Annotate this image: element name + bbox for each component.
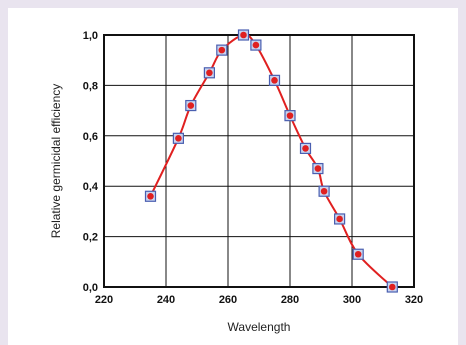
data-point-dot — [389, 283, 396, 291]
data-point — [386, 281, 398, 293]
data-point-dot — [206, 69, 213, 77]
chart-panel: 220 240 260 280 300 320 0,0 0,2 0,4 0,6 0,8 1,0 Wa… — [8, 8, 458, 345]
data-point — [216, 44, 228, 56]
data-point — [203, 67, 215, 79]
x-tick-label: 280 — [281, 294, 299, 306]
y-axis-label: Relative germicidal efficiency — [49, 84, 63, 239]
data-point-dot — [320, 187, 328, 195]
y-tick-label: 0,4 — [83, 181, 99, 193]
data-point — [334, 213, 346, 225]
data-point-dot — [187, 102, 195, 109]
data-point-dot — [175, 135, 182, 142]
chart: 220 240 260 280 300 320 0,0 0,2 0,4 0,6 0,8 1,0 Wa… — [49, 29, 423, 334]
x-tick-label: 220 — [95, 294, 113, 306]
data-point-dot — [240, 31, 247, 39]
data-point — [299, 142, 312, 154]
data-point — [185, 99, 197, 112]
x-axis-label: Wavelength — [228, 320, 291, 334]
data-point — [172, 132, 184, 144]
data-point-dot — [302, 145, 309, 152]
data-points — [144, 29, 398, 293]
y-tick-label: 0,6 — [83, 131, 98, 143]
data-point — [144, 190, 157, 202]
x-tick-labels: 220 240 260 280 300 320 — [95, 294, 423, 306]
data-point-dot — [147, 192, 154, 200]
data-point — [312, 162, 324, 175]
data-point — [318, 185, 330, 197]
data-point — [237, 29, 250, 41]
data-point — [250, 39, 262, 51]
data-point-dot — [218, 46, 226, 54]
y-tick-label: 0,2 — [83, 232, 98, 244]
x-tick-label: 300 — [343, 294, 361, 306]
x-tick-label: 260 — [219, 294, 237, 306]
y-tick-labels: 0,0 0,2 0,4 0,6 0,8 1,0 — [83, 30, 99, 294]
y-tick-label: 1,0 — [83, 30, 98, 42]
data-point — [352, 248, 364, 260]
data-point-dot — [252, 41, 260, 49]
y-tick-label: 0,0 — [83, 282, 98, 294]
data-point — [268, 74, 281, 86]
x-tick-label: 320 — [405, 294, 423, 306]
y-tick-label: 0,8 — [83, 80, 98, 92]
data-point-dot — [336, 215, 343, 223]
plot-frame — [103, 34, 415, 288]
data-point-dot — [314, 165, 322, 172]
data-point-dot — [354, 250, 362, 258]
grid — [103, 34, 415, 288]
data-point — [284, 110, 296, 122]
x-tick-label: 240 — [157, 294, 175, 306]
data-point-dot — [286, 112, 294, 119]
data-point-dot — [271, 77, 278, 84]
